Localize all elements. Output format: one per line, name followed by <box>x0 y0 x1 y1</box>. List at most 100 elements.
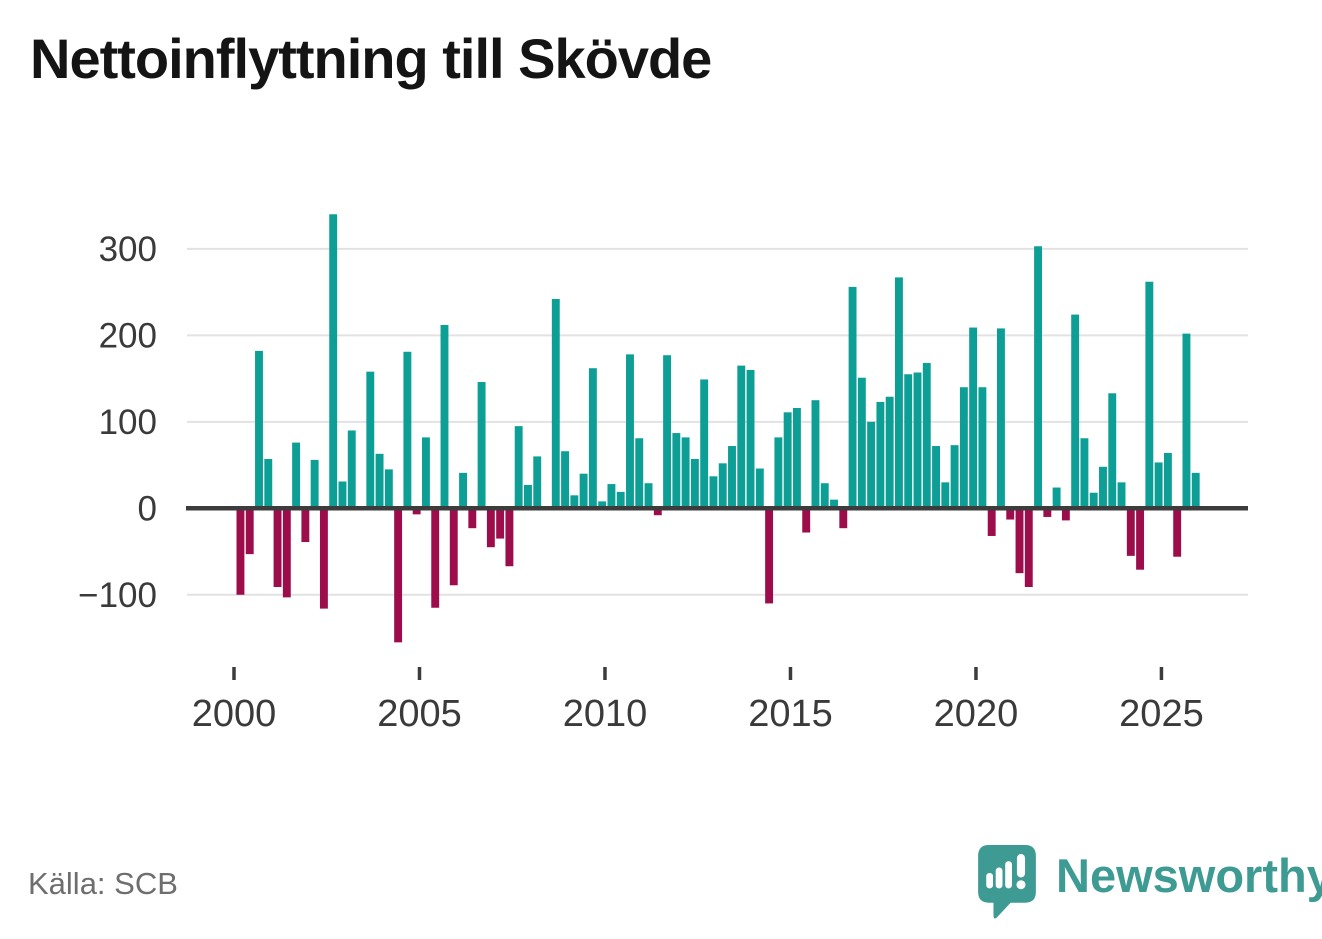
bar-2001-q2 <box>282 508 291 598</box>
bar-2015-q2 <box>802 508 811 533</box>
bar-2024-q2 <box>1136 508 1145 570</box>
bar-2002-q1 <box>310 459 319 509</box>
bar-2021-q2 <box>1024 508 1033 587</box>
bar-2003-q4 <box>375 453 384 509</box>
bar-2013-q4 <box>746 369 755 509</box>
bar-2012-q3 <box>700 379 709 509</box>
bar-2001-q3 <box>292 442 301 509</box>
bar-2022-q3 <box>1071 314 1080 509</box>
bar-2007-q1 <box>496 508 505 539</box>
bar-2021-q3 <box>1034 246 1043 509</box>
bar-2011-q3 <box>663 355 672 509</box>
bar-2016-q3 <box>848 286 857 509</box>
bar-2002-q3 <box>329 214 338 509</box>
y-tick-label-0: 0 <box>138 489 157 528</box>
bar-2003-q1 <box>347 430 356 509</box>
logo-bar-1 <box>986 872 994 889</box>
bar-2007-q3 <box>514 426 523 509</box>
bar-2021-q4 <box>1043 508 1052 517</box>
x-tick-label-2020: 2020 <box>934 693 1019 735</box>
bar-2007-q2 <box>505 508 514 567</box>
bar-2011-q1 <box>644 483 653 509</box>
bar-2006-q2 <box>468 508 477 529</box>
bar-2011-q2 <box>653 508 662 516</box>
newsworthy-logo: Newsworthy <box>978 845 1322 919</box>
bar-2014-q3 <box>774 437 783 509</box>
bar-2000-q3 <box>255 350 263 509</box>
bar-2012-q4 <box>709 476 718 509</box>
bar-2004-q1 <box>384 469 393 509</box>
bar-2025-q3 <box>1182 333 1191 509</box>
bar-2013-q1 <box>718 463 727 509</box>
bar-2009-q4 <box>598 501 607 509</box>
bar-2014-q1 <box>755 468 764 509</box>
bar-2023-q1 <box>1089 492 1098 509</box>
bar-2006-q1 <box>459 472 467 509</box>
bar-2010-q1 <box>607 484 616 509</box>
bar-2008-q1 <box>533 456 542 509</box>
x-tick-label-2025: 2025 <box>1119 693 1204 735</box>
y-tick-label-300: 300 <box>99 230 157 269</box>
page-title: Nettoinflyttning till Skövde <box>30 27 712 90</box>
bar-2010-q4 <box>635 438 644 509</box>
bar-2009-q3 <box>588 368 597 509</box>
bar-2015-q1 <box>792 407 801 509</box>
bar-2024-q1 <box>1126 508 1135 556</box>
bar-2020-q4 <box>1006 508 1015 520</box>
bar-2004-q4 <box>412 508 421 515</box>
bar-2015-q4 <box>820 483 829 509</box>
newsworthy-speech-bubble-icon <box>978 845 1036 919</box>
bar-2019-q4 <box>969 327 978 509</box>
logo-exclamation-dot <box>1016 880 1026 890</box>
bar-2017-q4 <box>894 277 903 509</box>
bar-2006-q4 <box>486 508 495 548</box>
bar-2001-q1 <box>273 508 282 587</box>
bar-2017-q1 <box>867 421 876 509</box>
bar-2009-q1 <box>570 495 579 509</box>
bar-2008-q4 <box>561 451 570 509</box>
bar-2001-q4 <box>301 508 310 543</box>
bar-2016-q1 <box>830 499 838 509</box>
bar-2019-q1 <box>941 482 950 509</box>
bar-2005-q2 <box>431 508 440 608</box>
bar-2005-q4 <box>449 508 458 586</box>
bar-2017-q3 <box>885 396 894 509</box>
bar-2025-q1 <box>1163 452 1172 509</box>
newsworthy-wordmark: Newsworthy <box>1056 849 1322 902</box>
bar-2002-q2 <box>319 508 328 609</box>
bar-2023-q4 <box>1117 482 1126 509</box>
y-tick-label-200: 200 <box>99 316 157 355</box>
bar-2014-q2 <box>765 508 774 604</box>
bar-2000-q4 <box>264 459 273 509</box>
x-tick-label-2000: 2000 <box>192 693 277 735</box>
bar-2025-q2 <box>1173 508 1182 557</box>
bar-2024-q3 <box>1145 281 1154 509</box>
logo-exclamation-stem <box>1016 854 1026 878</box>
bar-2003-q3 <box>366 371 375 509</box>
bar-2004-q2 <box>394 508 403 643</box>
x-tick-label-2015: 2015 <box>748 693 833 735</box>
x-tick-label-2005: 2005 <box>377 693 462 735</box>
migration-bar-chart: 300 200 100 0 −100 2000 2005 2010 2015 2020 2025 <box>78 214 1248 735</box>
bar-2014-q4 <box>783 412 792 509</box>
bar-2020-q2 <box>987 508 996 536</box>
bar-2013-q3 <box>737 365 746 509</box>
bar-2002-q4 <box>338 481 347 509</box>
bar-2018-q3 <box>922 363 931 509</box>
bar-2020-q1 <box>978 387 987 509</box>
bar-2009-q2 <box>579 473 588 509</box>
bar-2024-q4 <box>1154 462 1163 509</box>
bar-2016-q2 <box>839 508 848 529</box>
bar-2023-q2 <box>1099 466 1107 509</box>
bar-2016-q4 <box>857 377 866 509</box>
bar-2017-q2 <box>876 401 885 509</box>
bar-2020-q3 <box>997 328 1005 509</box>
bar-2015-q3 <box>811 400 820 509</box>
bar-2005-q1 <box>421 437 430 509</box>
bar-2011-q4 <box>672 433 681 509</box>
bar-2012-q1 <box>681 437 690 509</box>
bar-2008-q3 <box>551 299 560 509</box>
logo-bar-2 <box>995 867 1003 889</box>
bar-2010-q3 <box>626 354 634 509</box>
bar-2021-q1 <box>1015 508 1024 574</box>
